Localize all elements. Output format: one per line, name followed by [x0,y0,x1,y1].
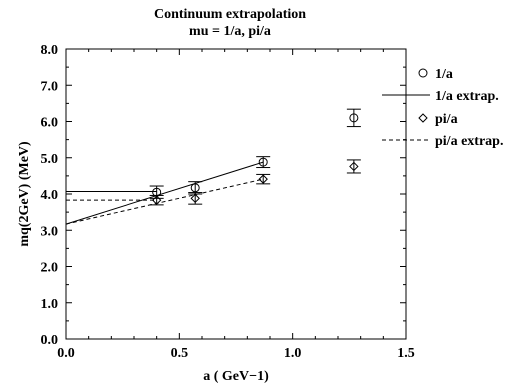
series-3 [65,178,264,225]
legend-marker-circle [418,68,428,78]
plot-frame [65,48,407,340]
y-tick-label: 6.0 [41,116,59,131]
x-tick-label: 1.0 [284,346,302,361]
data-point-diamond [151,195,162,205]
x-tick-label: 1.5 [397,346,415,361]
chart-subtitle: mu = 1/a, pi/a [189,24,271,39]
legend-label: 1/a extrap. [435,89,499,104]
data-point-diamond [258,174,268,184]
y-tick-label: 7.0 [41,79,59,94]
legend-label: pi/a extrap. [435,134,503,149]
y-tick-label: 1.0 [41,297,59,312]
x-axis-label: a ( GeV−1) [203,369,269,384]
legend-label: 1/a [435,67,453,82]
legend-item-3: pi/a extrap. [382,134,503,149]
y-tick-label: 5.0 [41,152,59,167]
legend-item-0: 1/a [418,67,453,82]
y-axis-label: mq(2GeV) (MeV) [17,141,32,247]
data-point-diamond [190,193,200,204]
series-0 [149,108,361,199]
y-tick-label: 0.0 [41,333,59,348]
extrapolation-line [65,161,264,225]
x-tick-label: 0.0 [57,346,75,361]
extrapolation-line [65,178,264,225]
x-tick-label: 0.5 [171,346,189,361]
data-point-circle [349,113,359,123]
data-point-diamond [349,161,359,172]
series-1 [65,161,264,225]
y-tick-label: 8.0 [41,43,59,58]
legend-item-1: 1/a extrap. [382,89,499,104]
legend-item-2: pi/a [418,112,458,127]
y-tick-label: 4.0 [41,188,59,203]
y-tick-label: 3.0 [41,224,59,239]
legend-label: pi/a [435,112,458,127]
legend-marker-diamond [418,113,428,123]
chart-title: Continuum extrapolation [154,7,306,22]
data-point-circle [258,157,268,167]
y-tick-label: 2.0 [41,261,59,276]
series-2 [149,159,361,206]
